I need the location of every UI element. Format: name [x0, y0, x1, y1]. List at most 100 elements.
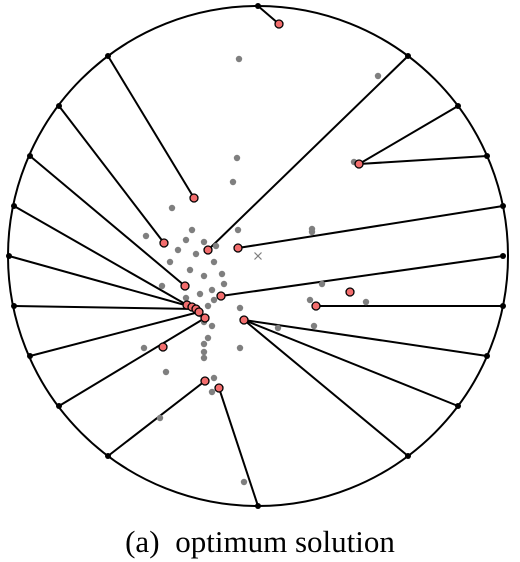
- facility-point: [240, 316, 248, 324]
- client-point: [219, 271, 225, 277]
- client-point: [237, 305, 243, 311]
- boundary-point: [27, 153, 33, 159]
- facility-point: [201, 314, 209, 322]
- center-marker-layer: [255, 253, 262, 260]
- connection-line: [14, 306, 196, 309]
- boundary-point: [255, 3, 261, 9]
- boundary-point: [455, 103, 461, 109]
- boundary-point: [56, 103, 62, 109]
- client-point: [163, 369, 169, 375]
- client-point: [201, 273, 207, 279]
- client-point: [363, 299, 369, 305]
- facility-point: [312, 302, 320, 310]
- client-points: [141, 56, 381, 485]
- connection-line: [244, 320, 458, 406]
- boundary-point: [105, 453, 111, 459]
- boundary-point: [105, 53, 111, 59]
- connection-line: [359, 156, 487, 164]
- client-point: [236, 56, 242, 62]
- client-point: [241, 479, 247, 485]
- client-point: [169, 205, 175, 211]
- connection-lines: [9, 6, 503, 506]
- facility-point: [181, 282, 189, 290]
- facility-point: [355, 160, 363, 168]
- connection-line: [219, 388, 258, 506]
- boundary-point: [500, 203, 506, 209]
- facility-point: [234, 244, 242, 252]
- client-point: [209, 389, 215, 395]
- client-point: [211, 297, 217, 303]
- client-point: [143, 233, 149, 239]
- client-point: [221, 281, 227, 287]
- boundary-point: [27, 353, 33, 359]
- facility-points: [159, 20, 363, 392]
- client-point: [201, 239, 207, 245]
- boundary-point: [500, 253, 506, 259]
- client-point: [309, 229, 315, 235]
- boundary-point: [500, 303, 506, 309]
- boundary-point: [255, 503, 261, 509]
- boundary-point: [484, 353, 490, 359]
- boundary-point: [405, 53, 411, 59]
- client-point: [311, 323, 317, 329]
- connection-line: [59, 106, 164, 243]
- client-point: [211, 259, 217, 265]
- connection-line: [108, 56, 194, 198]
- client-point: [211, 375, 217, 381]
- client-point: [183, 237, 189, 243]
- client-point: [159, 283, 165, 289]
- client-point: [375, 73, 381, 79]
- client-point: [235, 227, 241, 233]
- client-point: [167, 259, 173, 265]
- client-point: [141, 345, 147, 351]
- connection-line: [30, 156, 185, 286]
- client-point: [237, 345, 243, 351]
- connection-line: [30, 312, 199, 356]
- client-point: [187, 267, 193, 273]
- client-point: [157, 415, 163, 421]
- facility-point: [217, 292, 225, 300]
- connection-line: [14, 206, 187, 305]
- boundary-point: [11, 203, 17, 209]
- connection-line: [221, 256, 503, 296]
- client-point: [205, 335, 211, 341]
- client-point: [201, 355, 207, 361]
- client-point: [213, 243, 219, 249]
- boundary-point: [484, 153, 490, 159]
- connection-line: [359, 106, 458, 164]
- boundary-point: [6, 253, 12, 259]
- client-point: [209, 287, 215, 293]
- facility-point: [215, 384, 223, 392]
- facility-point: [204, 246, 212, 254]
- client-point: [307, 297, 313, 303]
- client-point: [183, 295, 189, 301]
- client-point: [193, 251, 199, 257]
- client-point: [189, 227, 195, 233]
- client-point: [175, 247, 181, 253]
- connection-line: [108, 381, 205, 456]
- client-point: [209, 323, 215, 329]
- facility-point: [159, 343, 167, 351]
- client-point: [230, 179, 236, 185]
- client-point: [197, 291, 203, 297]
- client-point: [234, 155, 240, 161]
- boundary-point: [56, 403, 62, 409]
- boundary-point: [11, 303, 17, 309]
- boundary-point: [405, 453, 411, 459]
- connection-line: [9, 256, 192, 307]
- client-point: [201, 341, 207, 347]
- connection-line: [238, 206, 503, 248]
- client-point: [275, 325, 281, 331]
- facility-point: [160, 239, 168, 247]
- facility-point: [201, 377, 209, 385]
- caption-text: optimum solution: [175, 524, 395, 559]
- caption-label: (a): [125, 524, 159, 559]
- facility-point: [346, 288, 354, 296]
- boundary-point: [455, 403, 461, 409]
- figure-caption: (a) optimum solution: [0, 522, 520, 562]
- client-point: [201, 349, 207, 355]
- facility-point: [275, 20, 283, 28]
- client-point: [205, 303, 211, 309]
- connection-line: [59, 318, 205, 406]
